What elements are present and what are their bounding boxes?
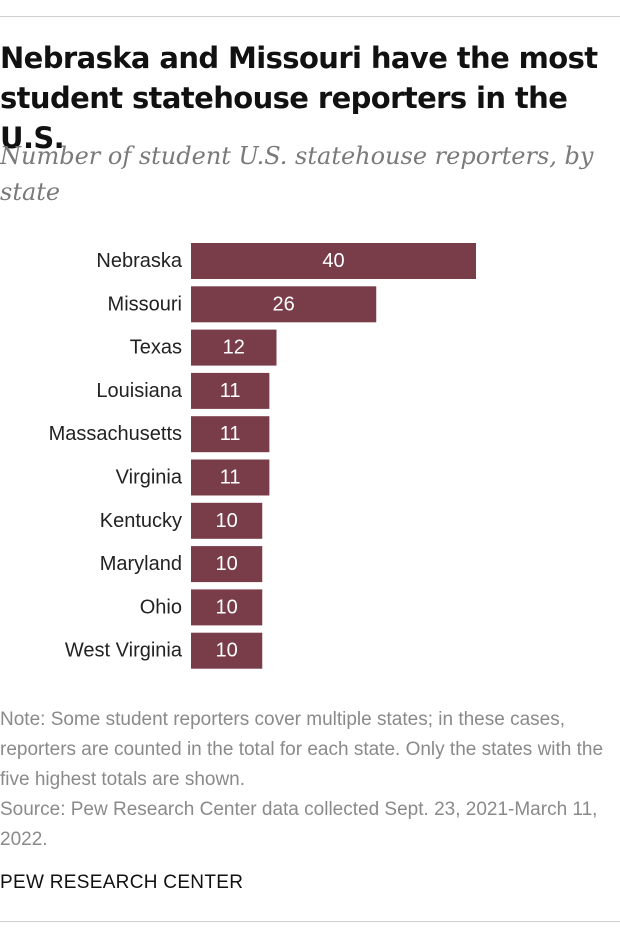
bar-missouri [191,286,377,323]
bar-west-virginia [191,632,263,669]
category-label: Ohio [140,596,182,618]
bar-nebraska [191,243,476,279]
bar-maryland [191,546,263,583]
category-label: Missouri [108,293,182,315]
bar-massachusetts [191,416,270,453]
brand-logo-text: PEW RESEARCH CENTER [0,872,244,893]
data-label: 10 [216,553,238,575]
category-label: Maryland [100,553,182,575]
chart-subtitle: Number of student U.S. statehouse report… [0,142,594,206]
data-label: 10 [216,596,238,618]
data-label: 12 [223,337,245,359]
bottom-rule [0,921,620,922]
category-label: Nebraska [96,250,182,272]
bar-ohio [191,589,263,626]
data-label: 11 [220,423,241,445]
data-label: 11 [220,467,241,489]
category-label: West Virginia [65,640,183,662]
top-rule [0,16,620,17]
bar-chart: Nebraska 40 Missouri 26 Texas 12 Louisiana 11 Ma… [49,243,476,669]
category-label: Virginia [116,467,183,489]
data-label: 26 [273,293,295,315]
category-label: Massachusetts [49,423,182,445]
category-label: Louisiana [96,380,183,402]
category-label: Texas [130,337,182,359]
chart-title: Nebraska and Missouri have the most stud… [0,41,598,155]
chart-note: Note: Some student reporters cover multi… [0,709,604,790]
chart-source: Source: Pew Research Center data collect… [0,799,598,850]
bar-texas [191,329,277,366]
data-label: 11 [220,380,241,402]
data-label: 10 [216,510,238,532]
category-label: Kentucky [100,510,182,532]
bar-virginia [191,459,270,496]
data-label: 10 [216,640,238,662]
bar-louisiana [191,372,270,409]
data-label: 40 [322,250,344,272]
bar-kentucky [191,502,263,539]
